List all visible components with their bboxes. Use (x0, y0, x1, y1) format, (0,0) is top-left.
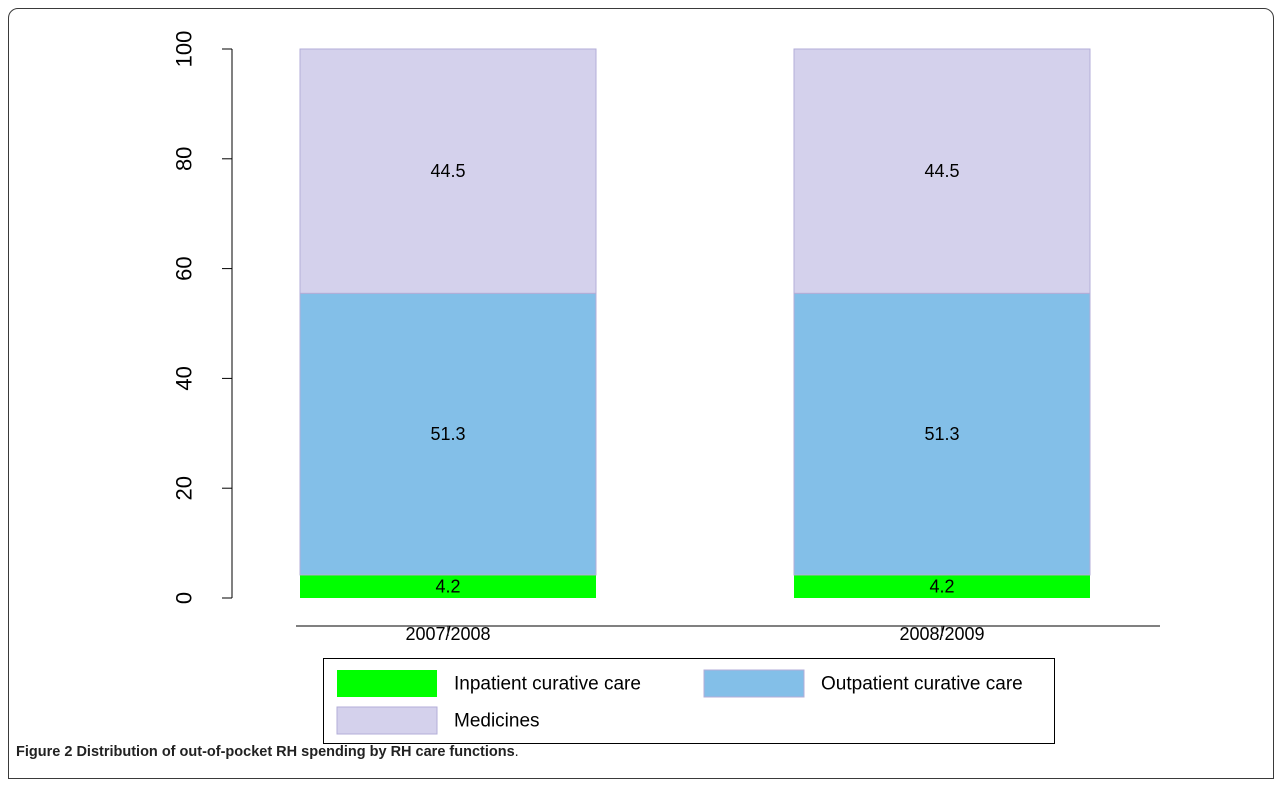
x-tick-label: 2007/2008 (405, 624, 490, 644)
bar-segment (794, 574, 1090, 598)
bar-segment (299, 292, 597, 576)
y-tick-label: 100 (172, 31, 197, 68)
data-label: 51.3 (924, 424, 959, 444)
figure-caption: Figure 2 Distribution of out-of-pocket R… (16, 744, 519, 760)
data-label: 44.5 (430, 161, 465, 181)
bar-segment (299, 48, 597, 294)
legend-label: Medicines (454, 711, 540, 732)
y-tick-label: 40 (172, 366, 197, 390)
legend-label: Outpatient curative care (821, 674, 1023, 695)
data-label: 4.2 (929, 576, 954, 596)
caption-end: . (514, 744, 519, 760)
data-label: 51.3 (430, 424, 465, 444)
legend-swatch (336, 706, 438, 735)
bar-segment (300, 574, 596, 598)
y-tick-label: 60 (172, 256, 197, 280)
data-label: 44.5 (924, 161, 959, 181)
x-tick-label: 2008/2009 (899, 624, 984, 644)
bar-segment (793, 292, 1091, 576)
legend-label: Inpatient curative care (454, 674, 641, 695)
data-label: 4.2 (435, 576, 460, 596)
legend-swatch (703, 669, 805, 698)
legend-swatch (337, 670, 437, 697)
bar-segment (793, 48, 1091, 294)
y-tick-label: 0 (172, 592, 197, 604)
y-tick-label: 20 (172, 476, 197, 500)
caption-text: Distribution of out-of-pocket RH spendin… (76, 744, 515, 760)
legend-box (323, 658, 1055, 744)
caption-label: Figure 2 (16, 744, 73, 760)
y-tick-label: 80 (172, 147, 197, 171)
